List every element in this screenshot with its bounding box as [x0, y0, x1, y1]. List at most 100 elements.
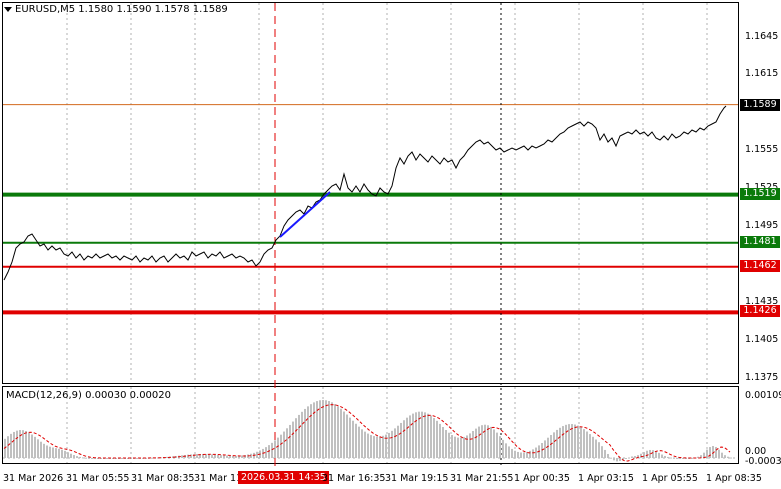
macd-histogram-bar: [10, 433, 12, 458]
macd-histogram-bar: [589, 434, 591, 458]
macd-histogram-bar: [319, 400, 321, 458]
dropdown-arrow-icon[interactable]: [4, 6, 12, 12]
macd-histogram-bar: [79, 456, 81, 458]
macd-histogram-bar: [301, 411, 303, 458]
macd-histogram-bar: [145, 457, 147, 459]
macd-histogram-bar: [322, 399, 324, 458]
macd-histogram-bar: [235, 455, 237, 458]
macd-histogram-bar: [637, 455, 639, 458]
time-axis-label: 31 Mar 2026: [3, 473, 64, 484]
time-axis-label: 31 Mar 11: [194, 473, 243, 484]
macd-axis-label: 0.00109: [745, 390, 781, 401]
time-axis-label: 1 Apr 03:15: [578, 473, 634, 484]
macd-histogram-bar: [604, 449, 606, 458]
macd-histogram-bar: [493, 429, 495, 458]
macd-histogram-bar: [508, 446, 510, 458]
macd-histogram-bar: [676, 457, 678, 459]
level-tag-1481: 1.1481: [740, 236, 780, 248]
macd-histogram-bar: [682, 457, 684, 459]
macd-histogram-bar: [466, 435, 468, 458]
macd-histogram-bar: [316, 401, 318, 458]
macd-histogram-bar: [592, 436, 594, 458]
macd-histogram-bar: [652, 450, 654, 458]
macd-histogram-bar: [625, 458, 627, 459]
macd-histogram-bar: [454, 436, 456, 458]
macd-histogram-bar: [97, 457, 99, 459]
macd-histogram-bar: [55, 448, 57, 458]
macd-histogram-bar: [226, 455, 228, 458]
macd-histogram-bar: [331, 402, 333, 458]
macd-histogram-bar: [22, 430, 24, 458]
macd-histogram-bar: [574, 424, 576, 458]
macd-histogram-bar: [67, 452, 69, 458]
price-axis-label: 1.1525: [745, 182, 778, 193]
price-chart-area[interactable]: [2, 2, 739, 384]
macd-histogram-bar: [100, 457, 102, 459]
macd-histogram-bar: [499, 436, 501, 458]
price-axis-label: 1.1615: [745, 68, 779, 79]
macd-histogram-bar: [265, 447, 267, 458]
macd-histogram-bar: [460, 437, 462, 458]
macd-histogram-bar: [430, 415, 432, 458]
macd-histogram-bar: [388, 432, 390, 458]
macd-histogram-bar: [529, 450, 531, 458]
macd-histogram-bar: [628, 457, 630, 459]
macd-histogram-bar: [403, 420, 405, 458]
price-axis-label: 1.1495: [745, 220, 779, 231]
macd-signal-line: [3, 404, 731, 462]
macd-histogram-bar: [532, 449, 534, 458]
macd-histogram-bar: [631, 456, 633, 458]
macd-histogram-bar: [370, 435, 372, 458]
macd-histogram-bar: [616, 458, 618, 462]
macd-histogram-bar: [40, 441, 42, 458]
macd-histogram-bar: [445, 430, 447, 458]
macd-histogram-bar: [667, 456, 669, 458]
time-axis-label: 31 Mar 16:35: [322, 473, 386, 484]
macd-histogram-bar: [490, 426, 492, 458]
macd-histogram-bar: [385, 434, 387, 458]
macd-histogram-bar: [553, 432, 555, 458]
current-price-tag: 1.1589: [740, 99, 780, 111]
macd-histogram-bar: [46, 445, 48, 458]
macd-histogram-bar: [274, 440, 276, 458]
macd-histogram-bar: [664, 455, 666, 458]
macd-histogram-bar: [115, 457, 117, 459]
macd-histogram-bar: [487, 425, 489, 458]
macd-histogram-bar: [397, 425, 399, 458]
time-axis-label: 31 Mar 19:15: [385, 473, 449, 484]
price-line: [3, 105, 727, 281]
macd-histogram-bar: [418, 411, 420, 458]
macd-histogram-bar: [394, 428, 396, 458]
macd-histogram-bar: [697, 456, 699, 458]
macd-histogram-bar: [151, 457, 153, 459]
macd-histogram-bar: [352, 420, 354, 458]
macd-histogram-bar: [217, 454, 219, 458]
macd-histogram-bar: [439, 423, 441, 458]
macd-histogram-bar: [166, 456, 168, 458]
macd-histogram-bar: [724, 455, 726, 458]
macd-histogram-bar: [391, 430, 393, 458]
macd-histogram-bar: [280, 434, 282, 458]
macd-histogram-bar: [601, 446, 603, 458]
macd-histogram-bar: [106, 457, 108, 459]
symbol-header[interactable]: EURUSD,M5 1.1580 1.1590 1.1578 1.1589: [4, 4, 228, 15]
macd-histogram-bar: [355, 423, 357, 458]
macd-histogram-bar: [643, 452, 645, 458]
macd-histogram-bar: [16, 430, 18, 458]
macd-histogram-bar: [451, 435, 453, 458]
macd-histogram-bar: [691, 457, 693, 459]
macd-histogram-bar: [85, 457, 87, 459]
macd-histogram-bar: [31, 434, 33, 458]
macd-indicator-area[interactable]: [2, 386, 739, 464]
macd-histogram-bar: [514, 450, 516, 458]
macd-histogram-bar: [130, 457, 132, 459]
macd-histogram-bar: [658, 452, 660, 458]
macd-histogram-bar: [400, 422, 402, 458]
macd-histogram-bar: [214, 454, 216, 458]
macd-histogram-bar: [469, 433, 471, 458]
price-axis-label: 1.1435: [745, 296, 779, 307]
macd-histogram-bar: [619, 458, 621, 461]
symbol-quote-text: EURUSD,M5 1.1580 1.1590 1.1578 1.1589: [15, 4, 228, 15]
macd-histogram-bar: [475, 428, 477, 458]
